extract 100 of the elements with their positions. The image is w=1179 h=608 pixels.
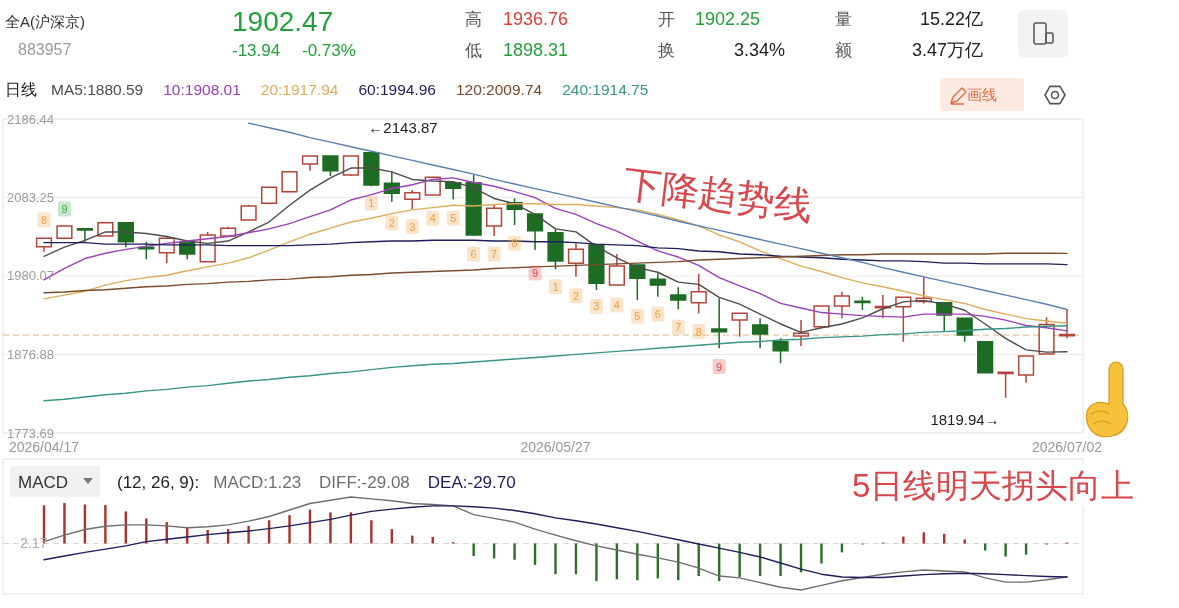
series-label: 2 [388, 216, 395, 229]
candlestick [1017, 354, 1035, 384]
text: 换 [658, 41, 675, 60]
candlestick [1058, 308, 1076, 339]
series-label: 3 [409, 220, 416, 233]
bar [288, 515, 291, 544]
candlestick [956, 317, 973, 343]
series-label: 7 [491, 247, 498, 260]
candlestick [465, 174, 482, 237]
series-label: 6 [470, 247, 477, 260]
series-label: 5 [450, 212, 457, 225]
candlestick [792, 319, 810, 347]
x-tick-label: 2026/05/27 [520, 439, 591, 455]
text: 1902.25 [695, 9, 761, 29]
series-label: 4 [429, 212, 436, 225]
text: 15.22亿 [919, 9, 983, 29]
text: 2 [572, 289, 580, 302]
x-tick-label: 2026/07/02 [1031, 439, 1103, 455]
text: MA5:1880.59 [51, 81, 144, 98]
y-tick-label: 2083.25 [7, 190, 54, 205]
text: 10:1908.01 [163, 81, 241, 98]
text: MACD:1.23 [213, 473, 302, 492]
text: 3.47万亿 [911, 40, 983, 60]
text: 6 [654, 308, 661, 321]
text: 5 [634, 310, 641, 323]
series-label: 9 [61, 203, 68, 216]
bar [472, 543, 475, 557]
text: 20:1917.94 [260, 81, 339, 98]
candlestick [240, 203, 257, 221]
y-tick-label: 1773.69 [7, 425, 54, 441]
candlestick [629, 263, 646, 301]
text: 3.34% [733, 40, 785, 60]
y-tick-label: 1876.88 [7, 347, 54, 362]
series-label: 8 [40, 213, 48, 226]
candlestick [404, 189, 421, 211]
candlestick [547, 227, 564, 271]
bar [779, 543, 782, 577]
bar [820, 543, 823, 564]
candlestick [690, 273, 707, 315]
text: 1902.47 [232, 6, 334, 37]
text: 7 [675, 321, 682, 334]
candlestick [526, 212, 544, 251]
y-tick-label: 1980.07 [7, 268, 54, 284]
candlestick [588, 244, 605, 291]
bar [963, 539, 966, 544]
candlestick [711, 297, 728, 350]
text: -0.73% [302, 41, 356, 60]
candlestick [567, 242, 585, 278]
text: 低 [465, 41, 482, 60]
text: 240:1914.75 [562, 81, 649, 98]
candlestick [342, 154, 360, 177]
candlestick [260, 185, 278, 205]
bar [104, 504, 107, 544]
text: 9 [531, 267, 539, 280]
bar [738, 543, 741, 577]
text: 额 [835, 41, 852, 60]
series-label: DIFF:-29.08 [319, 473, 410, 492]
text: 3 [593, 300, 600, 313]
bar [513, 543, 516, 560]
candlestick [813, 304, 830, 328]
candlestick [281, 169, 298, 193]
candlestick [76, 227, 94, 243]
candlestick [35, 236, 53, 253]
bar [1004, 543, 1007, 557]
annotation: 2.17 [20, 535, 48, 551]
candlestick [322, 154, 339, 177]
annotation: 下降趋势线 [621, 162, 815, 228]
annotation: ←2143.87 [368, 119, 438, 137]
bar [63, 503, 66, 544]
line-series [247, 122, 1068, 311]
bar [595, 543, 598, 582]
candlestick [751, 317, 769, 350]
candlestick [56, 224, 73, 241]
candlestick [977, 340, 994, 375]
text: 画线 [967, 86, 997, 103]
annotation: 1819.94→ [930, 410, 1000, 428]
text: 9 [716, 360, 723, 373]
text: 4 [613, 298, 620, 311]
y-tick-label: 2186.44 [7, 111, 54, 127]
bar [370, 520, 373, 544]
text: 8 [695, 325, 702, 338]
candlestick [445, 181, 462, 201]
bar [206, 530, 209, 544]
candlestick [731, 312, 748, 338]
text: -13.94 [232, 41, 281, 60]
x-tick-label: 2026/04/17 [8, 439, 80, 455]
candlestick [649, 272, 666, 298]
candlestick [363, 150, 380, 188]
series-label: DEA:-29.70 [427, 473, 516, 492]
candlestick [997, 371, 1014, 399]
candlestick [301, 154, 319, 172]
chart-title: 全A(沪深京) [5, 13, 85, 30]
text: 1 [552, 280, 559, 293]
text: 8 [511, 237, 518, 250]
text: 1936.76 [503, 9, 569, 29]
chart-title: MACD [18, 473, 69, 492]
bar [902, 536, 905, 544]
candlestick [833, 290, 851, 320]
candlestick [772, 337, 789, 365]
chart-subtitle: 883957 [18, 41, 72, 58]
